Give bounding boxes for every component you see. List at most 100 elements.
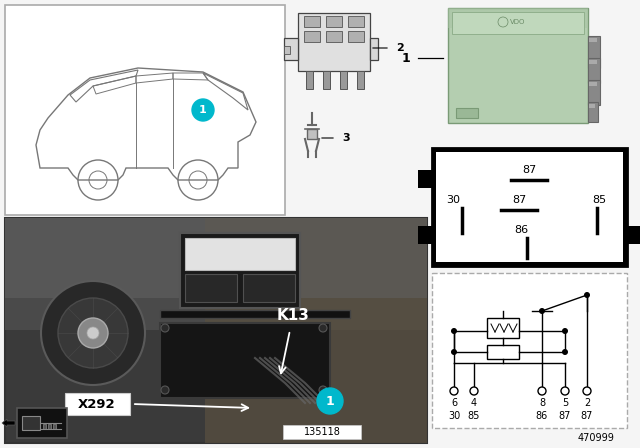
Bar: [588, 102, 598, 122]
Bar: [5, 218, 427, 298]
Bar: [205, 218, 427, 443]
Text: 30: 30: [446, 195, 460, 205]
Circle shape: [319, 324, 327, 332]
Circle shape: [583, 387, 591, 395]
Bar: [298, 13, 370, 71]
Bar: [185, 238, 295, 270]
Text: 86: 86: [514, 225, 528, 235]
Bar: [436, 152, 623, 262]
Circle shape: [584, 292, 590, 298]
Bar: [283, 425, 361, 439]
Bar: [487, 345, 519, 359]
Text: 1: 1: [401, 52, 410, 65]
Text: 30: 30: [448, 411, 460, 421]
Bar: [323, 71, 330, 89]
Text: K13: K13: [276, 307, 309, 323]
Bar: [185, 238, 295, 270]
Text: 85: 85: [592, 195, 606, 205]
Bar: [348, 16, 364, 27]
Bar: [588, 36, 600, 68]
Circle shape: [87, 327, 99, 339]
Text: X292: X292: [78, 397, 116, 410]
Bar: [418, 226, 432, 244]
Text: 6: 6: [451, 398, 457, 408]
FancyArrow shape: [2, 419, 15, 427]
Text: 1: 1: [199, 105, 207, 115]
Text: 135118: 135118: [303, 427, 340, 437]
Circle shape: [161, 386, 169, 394]
Text: 87: 87: [559, 411, 571, 421]
Bar: [5, 218, 427, 330]
Bar: [306, 71, 313, 89]
Bar: [448, 8, 588, 123]
Bar: [307, 129, 317, 139]
Circle shape: [161, 324, 169, 332]
Bar: [5, 218, 427, 443]
Bar: [284, 38, 298, 60]
Bar: [180, 233, 300, 308]
Text: 87: 87: [512, 195, 526, 205]
Bar: [5, 5, 285, 215]
Bar: [432, 148, 627, 266]
Circle shape: [561, 387, 569, 395]
Text: 2: 2: [396, 43, 404, 53]
Bar: [589, 104, 595, 108]
Circle shape: [319, 386, 327, 394]
Text: 8: 8: [539, 398, 545, 408]
Bar: [432, 273, 627, 428]
Bar: [588, 58, 600, 83]
Bar: [48, 424, 51, 429]
Bar: [487, 318, 519, 338]
Text: 1: 1: [326, 395, 334, 408]
Bar: [588, 80, 600, 105]
Text: 87: 87: [522, 165, 536, 175]
Circle shape: [192, 99, 214, 121]
Circle shape: [562, 349, 568, 355]
Circle shape: [451, 328, 457, 334]
Text: 85: 85: [468, 411, 480, 421]
Circle shape: [58, 298, 128, 368]
Circle shape: [470, 387, 478, 395]
Text: 2: 2: [584, 398, 590, 408]
Bar: [53, 424, 56, 429]
Circle shape: [317, 388, 343, 414]
Bar: [43, 424, 46, 429]
Circle shape: [539, 308, 545, 314]
Bar: [304, 16, 320, 27]
Bar: [589, 38, 597, 42]
Bar: [452, 12, 584, 34]
Circle shape: [41, 281, 145, 385]
Text: 86: 86: [536, 411, 548, 421]
Bar: [448, 8, 588, 28]
Bar: [284, 46, 290, 54]
Bar: [160, 310, 350, 318]
Bar: [357, 71, 364, 89]
Bar: [185, 274, 237, 302]
Bar: [243, 274, 295, 302]
Bar: [348, 31, 364, 42]
Bar: [340, 71, 347, 89]
Bar: [418, 170, 432, 188]
Bar: [326, 31, 342, 42]
Bar: [589, 60, 597, 64]
Circle shape: [538, 387, 546, 395]
Bar: [304, 31, 320, 42]
Text: 4: 4: [471, 398, 477, 408]
Circle shape: [451, 349, 457, 355]
Bar: [326, 16, 342, 27]
Bar: [627, 226, 640, 244]
Circle shape: [78, 318, 108, 348]
Text: 470999: 470999: [577, 433, 614, 443]
Text: VDO: VDO: [510, 19, 525, 25]
Bar: [589, 82, 597, 86]
Circle shape: [562, 328, 568, 334]
Text: 87: 87: [581, 411, 593, 421]
Bar: [22, 416, 40, 430]
Bar: [370, 38, 378, 60]
Bar: [160, 323, 330, 398]
Bar: [65, 393, 130, 415]
Text: 5: 5: [562, 398, 568, 408]
Circle shape: [450, 387, 458, 395]
Bar: [17, 408, 67, 438]
Text: 3: 3: [342, 133, 349, 143]
